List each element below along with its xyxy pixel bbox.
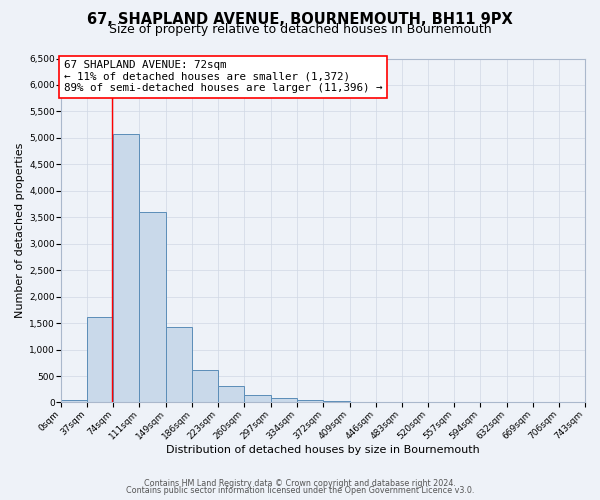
Y-axis label: Number of detached properties: Number of detached properties bbox=[15, 143, 25, 318]
Bar bbox=[87, 317, 113, 402]
Bar bbox=[296, 400, 323, 402]
Bar bbox=[271, 398, 296, 402]
X-axis label: Distribution of detached houses by size in Bournemouth: Distribution of detached houses by size … bbox=[166, 445, 480, 455]
Text: Contains public sector information licensed under the Open Government Licence v3: Contains public sector information licen… bbox=[126, 486, 474, 495]
Bar bbox=[323, 401, 350, 402]
Text: Contains HM Land Registry data © Crown copyright and database right 2024.: Contains HM Land Registry data © Crown c… bbox=[144, 478, 456, 488]
Bar bbox=[113, 134, 139, 402]
Bar bbox=[218, 386, 244, 402]
Text: Size of property relative to detached houses in Bournemouth: Size of property relative to detached ho… bbox=[109, 22, 491, 36]
Bar bbox=[193, 370, 218, 402]
Bar bbox=[139, 212, 166, 402]
Bar bbox=[244, 395, 271, 402]
Text: 67, SHAPLAND AVENUE, BOURNEMOUTH, BH11 9PX: 67, SHAPLAND AVENUE, BOURNEMOUTH, BH11 9… bbox=[87, 12, 513, 28]
Bar bbox=[166, 327, 193, 402]
Bar bbox=[61, 400, 87, 402]
Text: 67 SHAPLAND AVENUE: 72sqm
← 11% of detached houses are smaller (1,372)
89% of se: 67 SHAPLAND AVENUE: 72sqm ← 11% of detac… bbox=[64, 60, 382, 94]
